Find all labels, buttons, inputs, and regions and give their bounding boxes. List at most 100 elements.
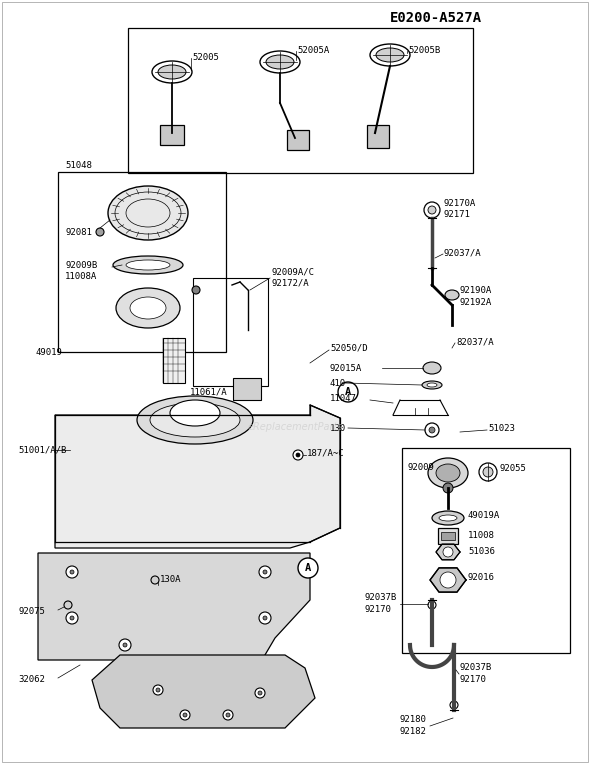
Text: 32062: 32062 [18,675,45,685]
Ellipse shape [130,297,166,319]
Text: 92172/A: 92172/A [272,279,310,287]
Ellipse shape [126,260,170,270]
Text: A: A [305,563,311,573]
Polygon shape [92,655,315,728]
Text: 92182: 92182 [400,727,427,736]
Ellipse shape [436,464,460,482]
Ellipse shape [170,400,220,426]
Circle shape [483,467,493,477]
Text: 51001/A/B: 51001/A/B [18,445,67,455]
Text: A: A [345,387,351,397]
Text: 52005: 52005 [192,53,219,61]
Text: 51023: 51023 [488,423,515,432]
Text: 11008A: 11008A [65,271,97,280]
Text: 92190A: 92190A [460,286,492,294]
Bar [402,448,570,653]
Bar [193,278,268,386]
Ellipse shape [137,396,253,444]
Circle shape [255,688,265,698]
Polygon shape [38,553,310,660]
Circle shape [443,483,453,493]
Ellipse shape [152,61,192,83]
Circle shape [151,576,159,584]
Text: 49019A: 49019A [468,512,500,520]
Circle shape [96,228,104,236]
Circle shape [338,382,358,402]
Circle shape [450,701,458,709]
Text: 92192A: 92192A [460,297,492,306]
Text: 51036: 51036 [468,548,495,556]
Text: 92037B: 92037B [460,663,492,672]
Text: 52050/D: 52050/D [330,344,368,352]
Circle shape [428,206,436,214]
Ellipse shape [150,403,240,437]
Text: 52005B: 52005B [408,46,440,54]
Bar [128,28,473,173]
Circle shape [156,688,160,692]
Text: 92009B: 92009B [65,261,97,270]
Circle shape [123,643,127,647]
Circle shape [263,570,267,574]
Text: E0200-A527A: E0200-A527A [390,11,482,25]
Text: 92075: 92075 [18,607,45,617]
Ellipse shape [108,186,188,240]
Ellipse shape [376,48,404,62]
Circle shape [66,612,78,624]
Circle shape [440,572,456,588]
Ellipse shape [113,256,183,274]
Ellipse shape [432,511,464,525]
Ellipse shape [428,458,468,488]
Polygon shape [436,544,460,560]
Text: 11061/A: 11061/A [190,387,228,397]
Bar [367,125,389,148]
Text: 49019: 49019 [35,348,62,357]
Text: 92037B: 92037B [365,594,397,603]
Ellipse shape [266,55,294,69]
Circle shape [298,558,318,578]
Circle shape [153,685,163,695]
Text: 130: 130 [330,423,346,432]
Circle shape [479,463,497,481]
Text: 92015A: 92015A [330,364,362,373]
Circle shape [70,616,74,620]
Circle shape [263,616,267,620]
Bar [160,125,184,145]
Bar [287,130,309,150]
Circle shape [180,710,190,720]
Circle shape [226,713,230,717]
Circle shape [424,202,440,218]
Text: 92037/A: 92037/A [444,248,481,257]
Text: 92081: 92081 [65,228,92,237]
Circle shape [183,713,187,717]
Circle shape [425,423,439,437]
Ellipse shape [445,290,459,300]
Circle shape [259,612,271,624]
Circle shape [429,427,435,433]
Text: 187/A~C: 187/A~C [307,448,345,458]
Bar [163,338,185,383]
Text: 92055: 92055 [500,464,527,472]
Text: 92170: 92170 [460,675,487,685]
Circle shape [223,710,233,720]
Ellipse shape [439,515,457,521]
Circle shape [119,639,131,651]
Ellipse shape [116,288,180,328]
Text: 92170A: 92170A [444,199,476,208]
Polygon shape [55,405,340,548]
Text: 410: 410 [330,378,346,387]
Text: 130A: 130A [160,575,182,584]
Circle shape [259,566,271,578]
Text: 92009: 92009 [408,462,435,471]
Text: 51048: 51048 [65,160,92,170]
Text: 92016: 92016 [468,574,495,582]
Text: 92170: 92170 [365,606,392,614]
Text: eReplacementParts: eReplacementParts [247,422,343,432]
Circle shape [258,691,262,695]
Circle shape [296,453,300,457]
Circle shape [66,566,78,578]
Bar [441,532,455,540]
Bar [233,378,261,400]
Circle shape [64,601,72,609]
Text: 92009A/C: 92009A/C [272,267,315,277]
Ellipse shape [370,44,410,66]
